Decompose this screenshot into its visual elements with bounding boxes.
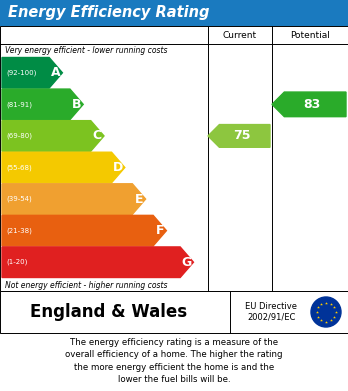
Text: E: E xyxy=(135,193,143,206)
Text: (69-80): (69-80) xyxy=(6,133,32,139)
Text: C: C xyxy=(93,129,102,142)
Text: (81-91): (81-91) xyxy=(6,101,32,108)
Polygon shape xyxy=(2,152,125,183)
Text: 83: 83 xyxy=(303,98,321,111)
Text: Current: Current xyxy=(223,30,257,39)
Polygon shape xyxy=(2,215,166,246)
Bar xyxy=(0,0,348,26)
Polygon shape xyxy=(2,89,83,120)
Text: A: A xyxy=(51,66,61,79)
Text: Very energy efficient - lower running costs: Very energy efficient - lower running co… xyxy=(5,46,167,55)
Polygon shape xyxy=(2,184,145,214)
Text: Not energy efficient - higher running costs: Not energy efficient - higher running co… xyxy=(5,281,167,290)
Text: England & Wales: England & Wales xyxy=(30,303,187,321)
Text: (39-54): (39-54) xyxy=(6,196,32,202)
Text: (92-100): (92-100) xyxy=(6,70,37,76)
Text: D: D xyxy=(113,161,123,174)
Circle shape xyxy=(311,297,341,327)
Text: F: F xyxy=(156,224,164,237)
Polygon shape xyxy=(2,247,193,278)
Text: B: B xyxy=(72,98,81,111)
Polygon shape xyxy=(2,121,104,151)
Text: 75: 75 xyxy=(233,129,251,142)
Text: (21-38): (21-38) xyxy=(6,228,32,234)
Text: Potential: Potential xyxy=(290,30,330,39)
Polygon shape xyxy=(208,125,270,147)
Text: G: G xyxy=(182,256,192,269)
Text: EU Directive
2002/91/EC: EU Directive 2002/91/EC xyxy=(245,302,297,322)
Polygon shape xyxy=(272,92,346,117)
Text: The energy efficiency rating is a measure of the
overall efficiency of a home. T: The energy efficiency rating is a measur… xyxy=(65,337,283,384)
Text: (55-68): (55-68) xyxy=(6,164,32,171)
Text: (1-20): (1-20) xyxy=(6,259,27,265)
Bar xyxy=(0,26,348,291)
Polygon shape xyxy=(2,57,62,88)
Bar xyxy=(0,291,348,333)
Text: Energy Efficiency Rating: Energy Efficiency Rating xyxy=(8,5,209,20)
